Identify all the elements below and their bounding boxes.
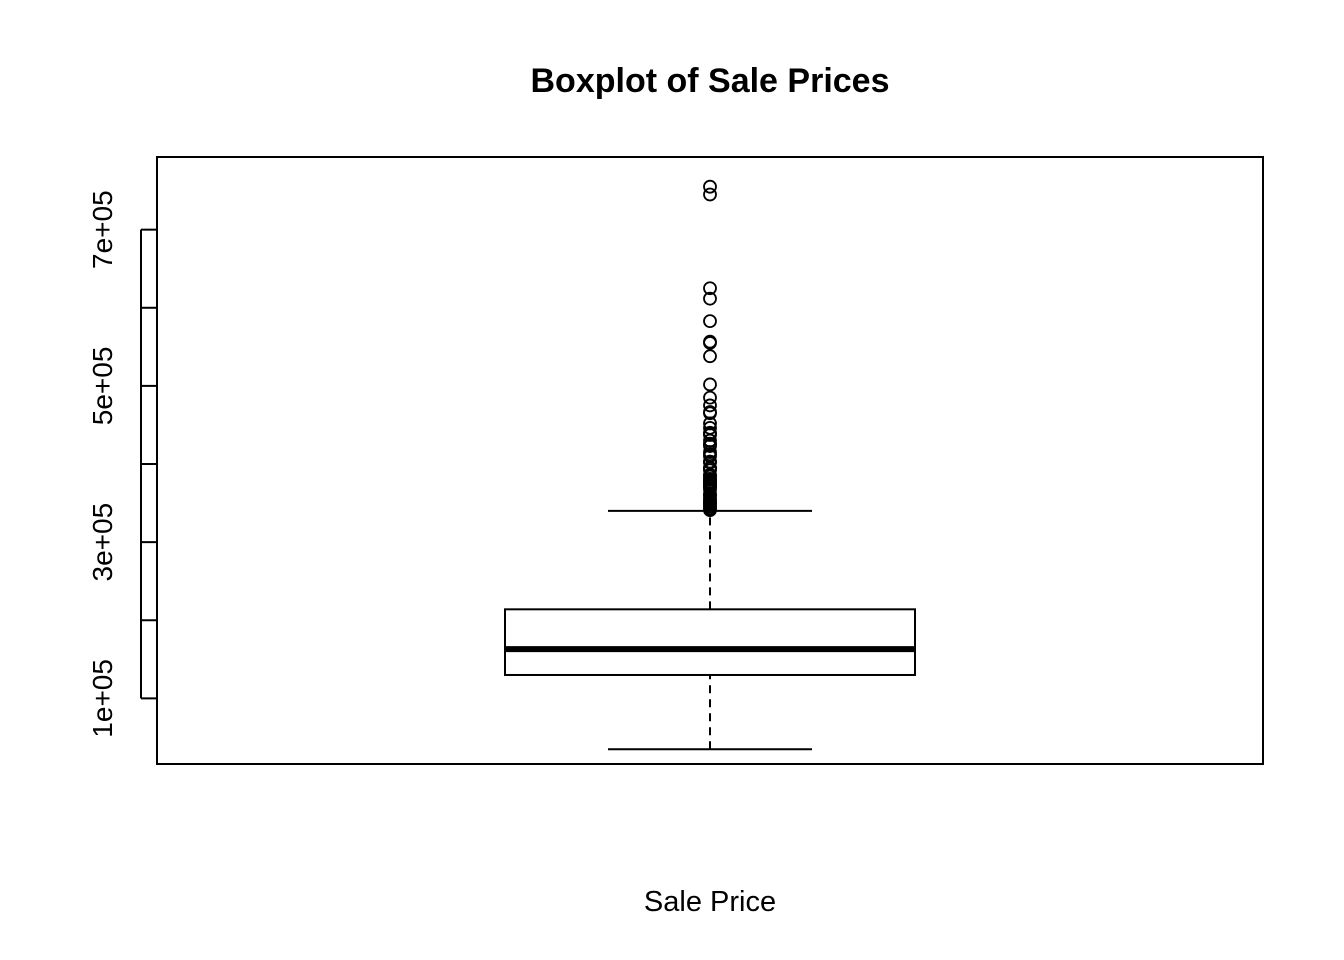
outlier-point [703, 377, 717, 392]
outlier-point [703, 179, 717, 194]
outlier-point [703, 454, 717, 469]
outlier-point [703, 291, 717, 306]
outlier-group [703, 179, 717, 518]
outlier-point [703, 314, 717, 329]
outlier-point [703, 420, 717, 435]
outlier-point [703, 281, 717, 296]
y-axis: 1e+05 3e+05 5e+05 7e+05 [87, 190, 157, 738]
outlier-point [703, 405, 717, 419]
plot-frame [156, 156, 1264, 765]
chart-title: Boxplot of Sale Prices [531, 62, 890, 100]
outlier-point [703, 334, 717, 349]
iqr-box [504, 608, 916, 676]
outlier-point [703, 390, 717, 405]
y-tick-label: 1e+05 [87, 659, 118, 738]
outlier-point [703, 349, 717, 364]
x-axis-label: Sale Price [644, 886, 776, 918]
outlier-point [703, 187, 717, 202]
y-tick-label: 5e+05 [87, 347, 118, 426]
y-tick-label: 7e+05 [87, 190, 118, 269]
y-tick-label: 3e+05 [87, 503, 118, 582]
outlier-point [703, 398, 717, 413]
outlier-point [703, 425, 717, 440]
box-group [504, 509, 916, 751]
